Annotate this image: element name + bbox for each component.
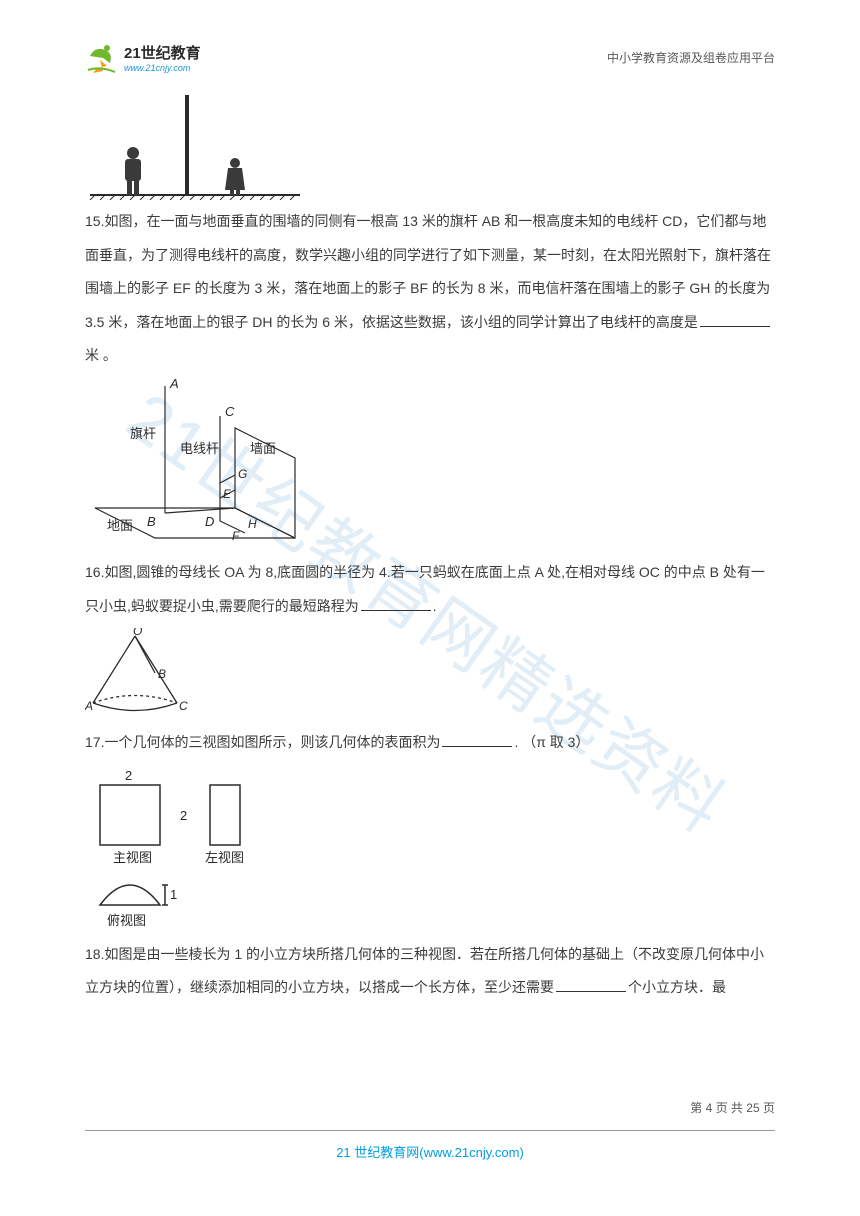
question-16: 16.如图,圆锥的母线长 OA 为 8,底面圆的半径为 4.若一只蚂蚁在底面上点… <box>85 556 775 623</box>
q16-blank <box>361 597 431 611</box>
svg-text:2: 2 <box>125 768 132 783</box>
question-15: 15.如图，在一面与地面垂直的围墙的同侧有一根高 13 米的旗杆 AB 和一根高… <box>85 205 775 373</box>
svg-text:A: A <box>85 699 93 713</box>
svg-text:主视图: 主视图 <box>113 850 152 865</box>
q16-num: 16. <box>85 564 104 580</box>
logo-main-text: 21世纪教育 <box>124 42 201 63</box>
svg-text:E: E <box>223 487 232 501</box>
q17-text-a: 一个几何体的三视图如图所示，则该几何体的表面积为 <box>104 734 440 750</box>
q15-text-b: 米 。 <box>85 347 117 363</box>
q15-text-a: 如图，在一面与地面垂直的围墙的同侧有一根高 13 米的旗杆 AB 和一根高度未知… <box>85 213 771 330</box>
svg-text:地面: 地面 <box>107 518 133 533</box>
logo-icon <box>85 38 120 78</box>
svg-text:F: F <box>232 529 240 543</box>
q16-diagram: O A B C <box>85 628 775 718</box>
svg-text:C: C <box>179 699 188 713</box>
svg-text:D: D <box>205 514 214 529</box>
svg-text:电线杆: 电线杆 <box>180 441 219 456</box>
footer: 21 世纪教育网(www.21cnjy.com) <box>0 1142 860 1161</box>
footer-line <box>85 1130 775 1131</box>
svg-text:旗杆: 旗杆 <box>130 426 156 441</box>
q15-diagram: A C B D E F G H 旗杆 电线杆 墙面 地面 <box>85 378 775 548</box>
svg-text:1: 1 <box>170 887 177 902</box>
q17-diagram: 2 2 1 主视图 左视图 俯视图 <box>85 765 775 930</box>
svg-text:左视图: 左视图 <box>205 850 244 865</box>
q17-num: 17. <box>85 734 104 750</box>
page-header: 21世纪教育 www.21cnjy.com 中小学教育资源及组卷应用平台 <box>85 30 775 85</box>
svg-text:H: H <box>248 517 257 531</box>
q18-blank <box>556 978 626 992</box>
header-right-text: 中小学教育资源及组卷应用平台 <box>607 49 775 66</box>
logo-url: www.21cnjy.com <box>124 63 201 73</box>
logo: 21世纪教育 www.21cnjy.com <box>85 38 201 78</box>
q14-diagram <box>85 95 775 200</box>
svg-text:C: C <box>225 404 235 419</box>
svg-text:G: G <box>238 467 247 481</box>
page-number: 第 4 页 共 25 页 <box>690 1099 775 1116</box>
svg-text:A: A <box>169 378 179 391</box>
svg-text:B: B <box>158 667 166 681</box>
svg-text:B: B <box>147 514 156 529</box>
svg-text:O: O <box>133 628 142 638</box>
svg-text:2: 2 <box>180 808 187 823</box>
q15-blank <box>700 313 770 327</box>
svg-text:俯视图: 俯视图 <box>107 913 146 928</box>
question-18: 18.如图是由一些棱长为 1 的小立方块所搭几何体的三种视图．若在所搭几何体的基… <box>85 938 775 1005</box>
svg-text:墙面: 墙面 <box>250 441 276 456</box>
q18-text-b: 个小立方块．最 <box>628 979 726 995</box>
question-17: 17.一个几何体的三视图如图所示，则该几何体的表面积为 . （π 取 3） <box>85 726 775 760</box>
q16-text-b: . <box>433 598 437 614</box>
q18-num: 18. <box>85 946 104 962</box>
q17-blank <box>442 733 512 747</box>
q15-num: 15. <box>85 213 104 229</box>
q17-text-b: . （π 取 3） <box>514 734 589 750</box>
